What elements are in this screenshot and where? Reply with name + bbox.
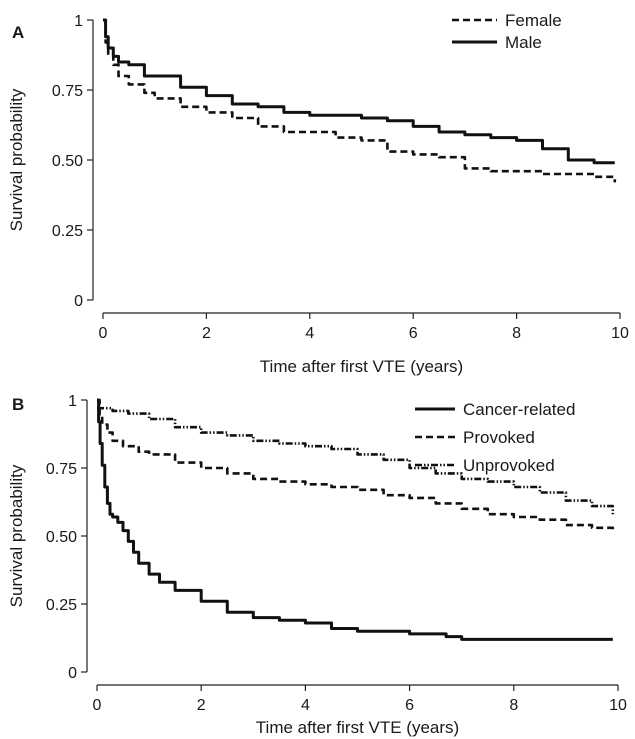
x-tick-label: 8 — [512, 325, 521, 342]
series-line-cancer-related — [97, 398, 613, 641]
y-tick-label: 1 — [74, 13, 83, 30]
y-tick-label: 0.50 — [52, 153, 83, 170]
legend: Cancer-related Provoked Unprovoked — [415, 400, 575, 475]
series-line-provoked — [97, 398, 615, 534]
x-tick-label: 2 — [202, 325, 211, 342]
x-axis-title: Time after first VTE (years) — [260, 357, 463, 376]
x-tick-label: 10 — [609, 697, 627, 714]
x-tick-label: 0 — [93, 697, 102, 714]
y-tick-label: 0.25 — [46, 597, 77, 614]
panel-label: A — [12, 23, 24, 42]
y-tick-label: 0.25 — [52, 223, 83, 240]
x-tick-label: 10 — [611, 325, 629, 342]
y-tick-label: 0.75 — [46, 461, 77, 478]
x-tick-label: 4 — [305, 325, 314, 342]
series-line-female — [103, 18, 617, 183]
x-tick-label: 8 — [509, 697, 518, 714]
y-tick-label: 0.50 — [46, 529, 77, 546]
panel-label: B — [12, 395, 24, 414]
x-tick-label: 2 — [197, 697, 206, 714]
y-axis-title: Survival probability — [7, 88, 26, 231]
x-tick-label: 6 — [405, 697, 414, 714]
y-tick-label: 0 — [74, 293, 83, 310]
legend: Female Male — [452, 11, 562, 52]
x-tick-label: 0 — [99, 325, 108, 342]
legend-label-unprovoked: Unprovoked — [463, 456, 555, 475]
series-line-male — [103, 18, 615, 165]
legend-label-cancer-related: Cancer-related — [463, 400, 575, 419]
legend-label-provoked: Provoked — [463, 428, 535, 447]
y-tick-label: 0 — [68, 665, 77, 682]
y-tick-label: 0.75 — [52, 83, 83, 100]
legend-label-female: Female — [505, 11, 562, 30]
x-tick-label: 4 — [301, 697, 310, 714]
x-axis-title: Time after first VTE (years) — [256, 718, 459, 737]
series-line-unprovoked — [97, 406, 615, 515]
y-tick-label: 1 — [68, 393, 77, 410]
legend-label-male: Male — [505, 33, 542, 52]
y-axis-title: Survival probability — [7, 464, 26, 607]
x-tick-label: 6 — [409, 325, 418, 342]
